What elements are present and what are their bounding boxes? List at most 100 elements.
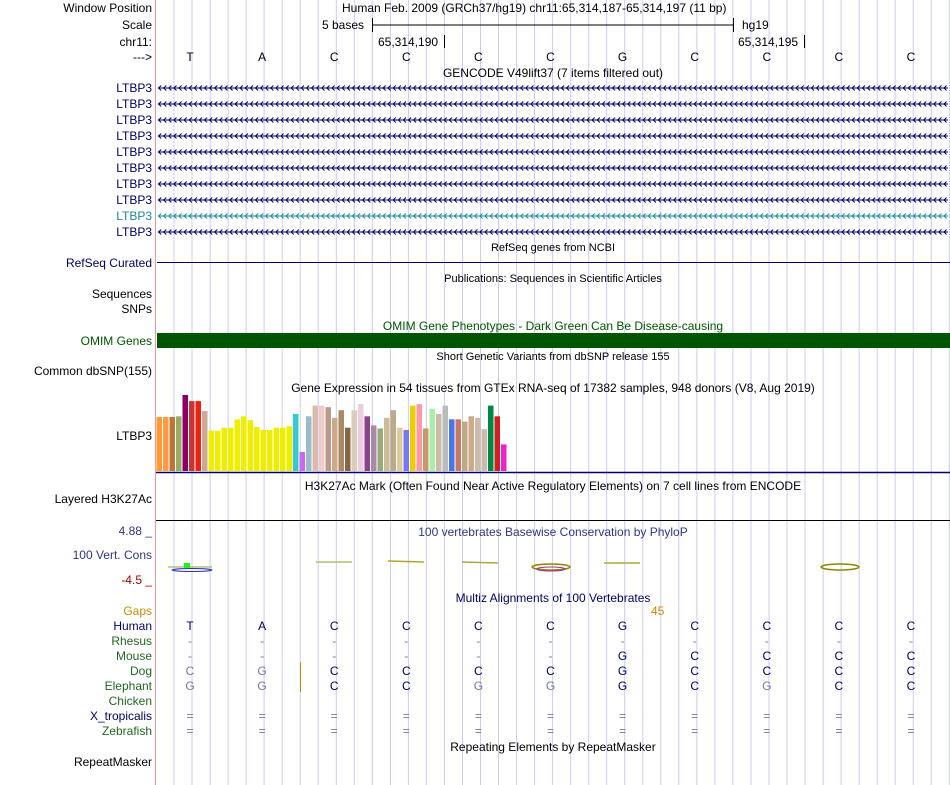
repeatmasker-label[interactable]: RepeatMasker: [73, 755, 152, 769]
gencode-row-label[interactable]: LTBP3: [116, 225, 152, 239]
strand-arrow: [417, 181, 422, 187]
strand-arrow: [637, 229, 641, 235]
cons-mark: [387, 560, 425, 563]
omim-title[interactable]: OMIM Gene Phenotypes - Dark Green Can Be…: [382, 319, 724, 333]
strand-arrow: [728, 101, 733, 107]
strand-arrow: [519, 85, 524, 91]
strand-arrow: [667, 197, 672, 203]
strand-arrow: [310, 85, 315, 91]
gencode-row-label[interactable]: LTBP3: [116, 145, 152, 159]
gtex-bar: [195, 401, 201, 471]
strand-arrow: [616, 101, 621, 107]
publications-sequences-label[interactable]: Sequences: [91, 287, 152, 301]
h3k27ac-title[interactable]: H3K27Ac Mark (Often Found Near Active Re…: [304, 479, 802, 493]
strand-arrow: [565, 101, 570, 107]
strand-arrow: [178, 101, 182, 107]
gtex-bar: [494, 416, 500, 471]
species-label[interactable]: Dog: [129, 664, 152, 678]
strand-arrow: [479, 101, 483, 107]
conservation-label[interactable]: 100 Vert. Cons: [72, 548, 152, 562]
multiz-title[interactable]: Multiz Alignments of 100 Vertebrates: [455, 591, 651, 605]
strand-arrow: [407, 117, 412, 123]
species-label[interactable]: X_tropicalis: [89, 709, 152, 723]
strand-arrow: [540, 213, 545, 219]
gtex-bar: [455, 419, 461, 471]
strand-arrow: [540, 229, 545, 235]
strand-arrow: [820, 101, 825, 107]
strand-arrow: [448, 133, 453, 139]
dbsnp-title[interactable]: Short Genetic Variants from dbSNP releas…: [436, 351, 670, 363]
strand-arrow: [371, 101, 376, 107]
alignment-base: G: [257, 664, 267, 678]
gtex-label[interactable]: LTBP3: [116, 429, 152, 443]
strand-arrow: [422, 101, 427, 107]
h3k27ac-label[interactable]: Layered H3K27Ac: [54, 492, 152, 506]
dbsnp-label[interactable]: Common dbSNP(155): [33, 364, 152, 378]
species-label[interactable]: Human: [113, 619, 152, 633]
gencode-row-label[interactable]: LTBP3: [116, 129, 152, 143]
gencode-row-label[interactable]: LTBP3: [116, 81, 152, 95]
gencode-title[interactable]: GENCODE V49lift37 (7 items filtered out): [442, 66, 664, 80]
strand-arrow: [943, 117, 947, 123]
strand-arrow: [157, 101, 162, 107]
publications-snps-label[interactable]: SNPs: [121, 302, 152, 316]
species-label[interactable]: Rhesus: [111, 634, 152, 648]
gencode-row-label[interactable]: LTBP3: [116, 177, 152, 191]
cons-mark: [184, 563, 190, 568]
strand-arrow: [407, 165, 412, 171]
publications-title[interactable]: Publications: Sequences in Scientific Ar…: [444, 273, 662, 285]
strand-arrow: [688, 85, 692, 91]
strand-arrow: [672, 85, 677, 91]
strand-arrow: [927, 133, 932, 139]
strand-arrow: [800, 101, 805, 107]
omim-label[interactable]: OMIM Genes: [80, 334, 152, 348]
strand-arrow: [938, 165, 942, 171]
strand-arrow: [943, 165, 947, 171]
gencode-row-label[interactable]: LTBP3: [116, 161, 152, 175]
strand-arrow: [320, 149, 325, 155]
strand-arrow: [759, 213, 764, 219]
strand-arrow: [815, 213, 820, 219]
species-label[interactable]: Zebrafish: [101, 724, 152, 738]
strand-arrow: [907, 213, 912, 219]
strand-arrow: [275, 117, 279, 123]
alignment-base: C: [329, 679, 339, 693]
refseq-label[interactable]: RefSeq Curated: [65, 256, 152, 270]
strand-arrow: [224, 165, 228, 171]
strand-arrow: [356, 229, 361, 235]
gencode-row-label[interactable]: LTBP3: [116, 97, 152, 111]
strand-arrow: [356, 117, 361, 123]
reference-base: T: [186, 50, 194, 64]
species-label[interactable]: Mouse: [115, 649, 152, 663]
strand-arrow: [484, 101, 488, 107]
strand-arrow: [259, 197, 264, 203]
strand-arrow: [764, 133, 769, 139]
strand-arrow: [825, 229, 830, 235]
gencode-row-label[interactable]: LTBP3: [116, 193, 152, 207]
species-label[interactable]: Elephant: [104, 679, 152, 693]
strand-arrow: [326, 197, 330, 203]
gencode-row-label[interactable]: LTBP3: [116, 113, 152, 127]
strand-arrow: [902, 85, 907, 91]
strand-arrow: [269, 133, 274, 139]
gtex-bar: [221, 427, 227, 471]
strand-arrow: [417, 101, 422, 107]
conservation-title[interactable]: 100 vertebrates Basewise Conservation by…: [418, 525, 688, 539]
alignment-base: C: [401, 679, 411, 693]
strand-arrow: [642, 181, 647, 187]
strand-arrow: [473, 213, 478, 219]
strand-arrow: [795, 229, 800, 235]
strand-arrow: [438, 213, 443, 219]
repeatmasker-title[interactable]: Repeating Elements by RepeatMasker: [450, 740, 656, 754]
strand-arrow: [938, 117, 942, 123]
strand-arrow: [264, 117, 269, 123]
strand-arrow: [183, 149, 188, 155]
refseq-title[interactable]: RefSeq genes from NCBI: [490, 242, 616, 254]
gtex-title[interactable]: Gene Expression in 54 tissues from GTEx …: [291, 381, 815, 395]
species-label[interactable]: Chicken: [108, 694, 152, 708]
alignment-base: -: [692, 634, 697, 648]
gencode-row-label[interactable]: LTBP3: [116, 209, 152, 223]
strand-arrow: [264, 213, 269, 219]
strand-arrow: [938, 213, 942, 219]
